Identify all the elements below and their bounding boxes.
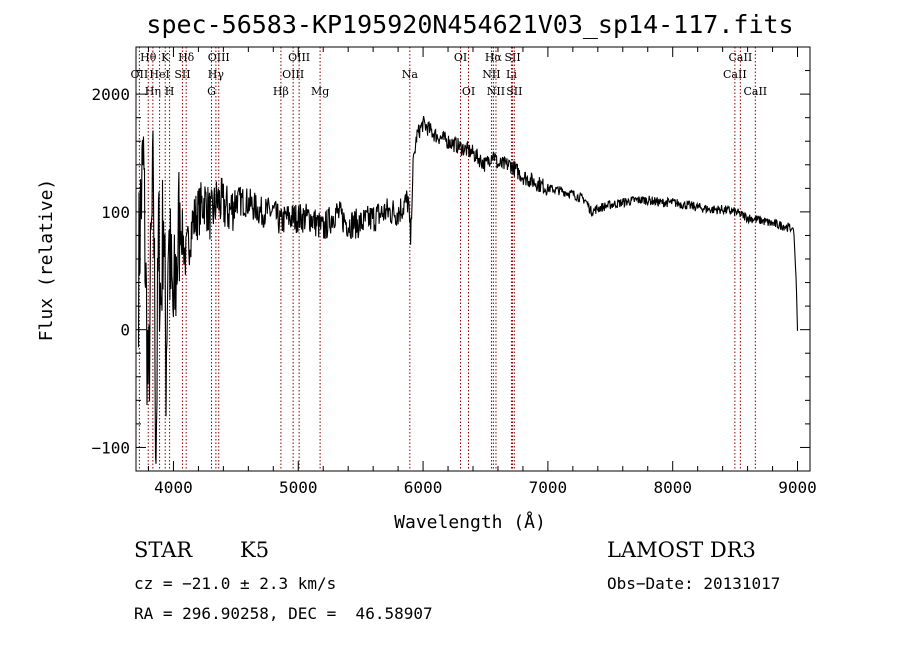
marker-label-17: OI [462, 85, 475, 98]
y-tick-label-2: 100 [101, 203, 130, 222]
marker-label-3: K [161, 51, 170, 64]
marker-label-1: OII [131, 68, 149, 81]
marker-label-20: NII [487, 85, 505, 98]
x-tick-label-4: 8000 [653, 478, 692, 497]
line-markers: Hθ OII Hη K HeI H Hδ SII OIII Hγ G Hβ OIII OIII Mg Na OI… [131, 47, 767, 471]
marker-label-21: SII [504, 51, 520, 64]
x-tick-label-0: 4000 [154, 478, 193, 497]
marker-label-6: Hδ [178, 51, 195, 64]
marker-label-12: OIII [288, 51, 310, 64]
x-axis-label: Wavelength (Å) [394, 511, 546, 533]
marker-label-18: Hα [485, 51, 503, 64]
marker-label-8: OIII [208, 51, 230, 64]
plot-axes: 4000 5000 6000 7000 8000 9000 −100 0 100 2000 [91, 46, 817, 497]
marker-label-25: CaII [723, 68, 747, 81]
marker-label-5: H [165, 85, 175, 98]
chart-title: spec-56583-KP195920N454621V03_sp14-117.f… [146, 10, 793, 39]
marker-label-19: NII [482, 68, 500, 81]
marker-label-24: CaII [729, 51, 753, 64]
marker-label-22: Li [506, 68, 517, 81]
marker-label-11: Hβ [273, 85, 289, 98]
x-tick-label-2: 6000 [404, 478, 443, 497]
y-tick-label-1: 0 [120, 321, 130, 340]
marker-label-9: Hγ [208, 68, 225, 81]
marker-label-26: CaII [743, 85, 767, 98]
y-tick-label-0: −100 [91, 438, 130, 457]
marker-label-23: SII [506, 85, 522, 98]
object-class: STAR [134, 538, 193, 562]
object-subclass: K5 [240, 538, 270, 562]
survey-name: LAMOST DR3 [607, 538, 756, 562]
marker-label-0: Hθ [140, 51, 157, 64]
marker-label-15: Na [402, 68, 419, 81]
x-tick-label-1: 5000 [279, 478, 318, 497]
marker-label-7: SII [174, 68, 190, 81]
plot-frame [135, 46, 811, 472]
y-tick-label-3: 2000 [91, 85, 130, 104]
marker-label-2: Hη [145, 85, 161, 98]
coordinates: RA = 296.90258, DEC = 46.58907 [134, 604, 433, 623]
marker-label-16: OI [454, 51, 467, 64]
marker-label-10: G [207, 85, 216, 98]
marker-label-14: Mg [311, 85, 329, 98]
obs-date: Obs−Date: 20131017 [607, 574, 781, 593]
x-tick-label-5: 9000 [778, 478, 817, 497]
marker-label-4: HeI [149, 68, 169, 81]
marker-label-13: OIII [282, 68, 304, 81]
x-tick-label-3: 7000 [529, 478, 568, 497]
redshift-text: cz = −21.0 ± 2.3 km/s [134, 574, 337, 593]
flux-series-line [137, 115, 799, 464]
y-axis-label: Flux (relative) [36, 179, 57, 342]
